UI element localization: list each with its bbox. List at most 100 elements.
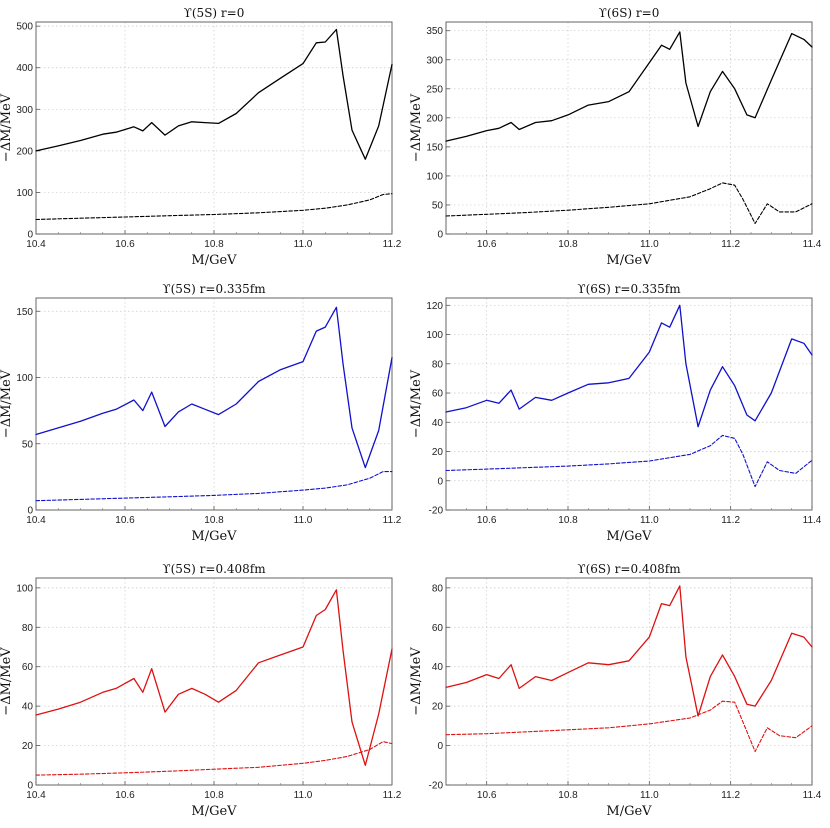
y-tick-label: 500 bbox=[16, 22, 33, 33]
x-tick-label: 10.8 bbox=[204, 790, 224, 801]
y-axis-label: −ΔM/MeV bbox=[0, 647, 14, 716]
x-tick-label: 11.0 bbox=[294, 239, 313, 250]
x-tick-label: 11.0 bbox=[294, 515, 313, 526]
y-tick-label: 150 bbox=[426, 142, 443, 153]
y-tick-label: 0 bbox=[437, 741, 443, 752]
chart-panel-4: 10.6 10.8 11.0 11.2 11.4 -20 0 20 40 60 80 100 120 ϒ(… bbox=[409, 282, 822, 544]
x-tick-label: 11.2 bbox=[721, 515, 740, 526]
chart-title: ϒ(5S) r=0.335fm bbox=[162, 282, 266, 296]
y-tick-label: 100 bbox=[426, 330, 443, 341]
chart-panel-5: 10.4 10.6 10.8 11.0 11.2 0 20 40 60 80 100 ϒ(5S) r=… bbox=[0, 562, 402, 819]
y-tick-label: 40 bbox=[432, 418, 444, 429]
chart-title: ϒ(6S) r=0.408fm bbox=[577, 562, 681, 576]
y-tick-label: 60 bbox=[22, 662, 34, 673]
dashed-series-line bbox=[35, 741, 393, 776]
y-axis-label: −ΔM/MeV bbox=[0, 93, 14, 162]
y-tick-label: 40 bbox=[22, 702, 34, 713]
x-axis-label: M/GeV bbox=[191, 529, 237, 544]
y-tick-label: 0 bbox=[27, 230, 33, 241]
solid-series-line bbox=[445, 585, 813, 717]
y-axis-label: −ΔM/MeV bbox=[409, 369, 424, 438]
dashed-series-line bbox=[35, 471, 393, 502]
y-tick-label: 20 bbox=[432, 702, 444, 713]
x-tick-label: 10.6 bbox=[115, 515, 135, 526]
x-tick-label: 10.8 bbox=[558, 790, 578, 801]
x-tick-label: 11.0 bbox=[294, 790, 313, 801]
chart-panel-6: 10.6 10.8 11.0 11.2 11.4 -20 0 20 40 60 80 ϒ(6S) r=… bbox=[409, 562, 822, 819]
chart-title: ϒ(5S) r=0.408fm bbox=[162, 562, 266, 576]
y-tick-label: 50 bbox=[432, 200, 444, 211]
y-tick-label: 50 bbox=[22, 439, 34, 450]
x-tick-label: 11.4 bbox=[803, 239, 822, 250]
y-tick-label: 120 bbox=[426, 301, 443, 312]
x-axis-label: M/GeV bbox=[606, 253, 652, 268]
solid-series-line bbox=[35, 589, 393, 766]
solid-series-line bbox=[445, 31, 813, 142]
y-tick-label: 300 bbox=[16, 105, 33, 116]
y-tick-label: 0 bbox=[437, 230, 443, 241]
x-tick-label: 10.6 bbox=[115, 239, 135, 250]
plot-frame bbox=[445, 577, 813, 786]
chart-title: ϒ(6S) r=0.335fm bbox=[577, 282, 681, 296]
y-tick-label: 100 bbox=[426, 171, 443, 182]
solid-series-line bbox=[445, 304, 813, 428]
dashed-series-line bbox=[445, 700, 813, 753]
x-axis-label: M/GeV bbox=[606, 529, 652, 544]
x-tick-label: 10.6 bbox=[477, 515, 497, 526]
x-tick-label: 10.8 bbox=[558, 515, 578, 526]
y-tick-label: 100 bbox=[16, 188, 33, 199]
x-tick-label: 10.4 bbox=[26, 515, 46, 526]
x-tick-label: 10.8 bbox=[558, 239, 578, 250]
x-axis-label: M/GeV bbox=[191, 804, 237, 819]
y-tick-label: 100 bbox=[16, 373, 33, 384]
x-tick-label: 11.4 bbox=[803, 790, 822, 801]
x-tick-label: 10.6 bbox=[477, 239, 497, 250]
y-tick-label: 0 bbox=[437, 476, 443, 487]
x-tick-label: 10.6 bbox=[115, 790, 135, 801]
chart-panel-2: 10.6 10.8 11.0 11.2 11.4 0 50 100 150 200 250 300 35… bbox=[409, 6, 822, 268]
x-tick-label: 11.2 bbox=[383, 515, 402, 526]
x-tick-label: 10.8 bbox=[204, 239, 224, 250]
y-tick-label: 350 bbox=[426, 26, 443, 37]
y-tick-label: 80 bbox=[432, 359, 444, 370]
y-tick-label: 40 bbox=[432, 662, 444, 673]
chart-title: ϒ(6S) r=0 bbox=[599, 6, 660, 20]
y-tick-label: 80 bbox=[432, 583, 444, 594]
solid-series-line bbox=[35, 306, 393, 469]
x-tick-label: 10.4 bbox=[26, 239, 46, 250]
x-tick-label: 10.4 bbox=[26, 790, 46, 801]
y-tick-label: 0 bbox=[27, 506, 33, 517]
x-tick-label: 11.2 bbox=[383, 790, 402, 801]
y-tick-label: 100 bbox=[16, 583, 33, 594]
x-tick-label: 11.0 bbox=[640, 239, 659, 250]
x-tick-label: 10.8 bbox=[204, 515, 224, 526]
x-tick-label: 11.4 bbox=[803, 515, 822, 526]
chart-panel-1: 10.4 10.6 10.8 11.0 11.2 0 100 200 300 400 500 ϒ(5S… bbox=[0, 6, 402, 268]
x-axis-label: M/GeV bbox=[191, 253, 237, 268]
y-tick-label: 20 bbox=[432, 447, 444, 458]
dashed-series-line bbox=[445, 182, 813, 225]
y-axis-label: −ΔM/MeV bbox=[409, 93, 424, 162]
x-tick-label: 11.2 bbox=[383, 239, 402, 250]
solid-series-line bbox=[35, 28, 393, 160]
dashed-series-line bbox=[35, 193, 393, 221]
x-axis-label: M/GeV bbox=[606, 804, 652, 819]
x-tick-label: 11.2 bbox=[721, 239, 740, 250]
y-tick-label: 200 bbox=[16, 146, 33, 157]
y-tick-label: 80 bbox=[22, 623, 34, 634]
y-tick-label: 20 bbox=[22, 741, 34, 752]
x-tick-label: 11.0 bbox=[640, 790, 659, 801]
y-tick-label: -20 bbox=[429, 506, 444, 517]
y-axis-label: −ΔM/MeV bbox=[0, 369, 14, 438]
chart-title: ϒ(5S) r=0 bbox=[184, 6, 245, 20]
dashed-series-line bbox=[445, 434, 813, 488]
y-tick-label: 200 bbox=[426, 113, 443, 124]
x-tick-label: 11.2 bbox=[721, 790, 740, 801]
y-tick-label: 300 bbox=[426, 55, 443, 66]
y-tick-label: -20 bbox=[429, 781, 444, 792]
y-tick-label: 150 bbox=[16, 307, 33, 318]
y-tick-label: 60 bbox=[432, 389, 444, 400]
chart-panel-3: 10.4 10.6 10.8 11.0 11.2 0 50 100 150 ϒ(5S) r=0.3… bbox=[0, 282, 402, 544]
y-tick-label: 0 bbox=[27, 781, 33, 792]
